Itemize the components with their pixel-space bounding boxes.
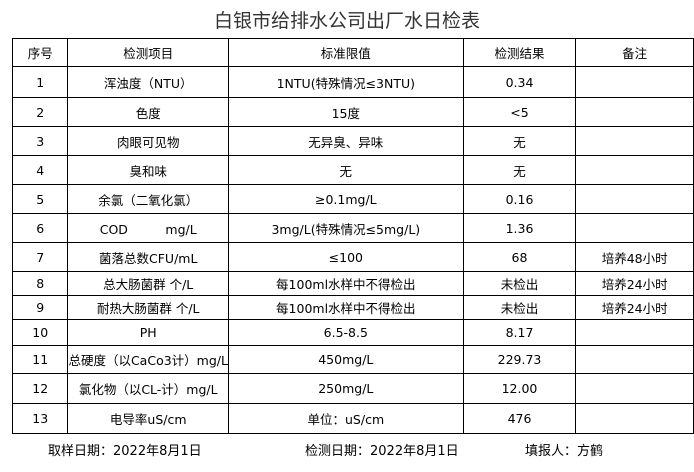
cell: 臭和味 xyxy=(67,155,229,185)
cell: 培养24小时 xyxy=(575,295,694,320)
cell: 培养24小时 xyxy=(575,271,694,296)
cell: 氯化物（以CL-计）mg/L xyxy=(67,373,229,404)
cell: 6.5-8.5 xyxy=(227,319,464,346)
cell: 5 xyxy=(11,184,69,214)
cell: 3 xyxy=(11,126,69,156)
inspection-table: 序号 检测项目 标准限值 检测结果 备注 1 浑浊度（NTU） 1NTU(特殊情况≤3NTU)… xyxy=(11,38,694,434)
cell: 1NTU(特殊情况≤3NTU) xyxy=(227,66,464,98)
cell: 6 xyxy=(11,213,69,243)
cell: 8 xyxy=(11,271,69,296)
cell: PH xyxy=(67,319,229,346)
cell xyxy=(575,126,694,156)
cell: 无 xyxy=(462,126,577,156)
cell: 1.36 xyxy=(462,213,577,243)
cell: 8.17 xyxy=(462,319,577,346)
sampling-date: 取样日期：2022年8月1日 xyxy=(48,444,202,459)
cell: 4 xyxy=(11,155,69,185)
cell: <5 xyxy=(462,97,577,127)
cell xyxy=(575,213,694,243)
cell: 培养48小时 xyxy=(575,242,694,272)
header-row: 序号 检测项目 标准限值 检测结果 备注 xyxy=(11,38,694,67)
cell: 12.00 xyxy=(462,373,577,404)
cell: 色度 xyxy=(67,97,229,127)
table-row: 3 肉眼可见物 无异臭、异味无 xyxy=(11,126,694,156)
table-row: 6 COD mg/L 3mg/L(特殊情况≤5mg/L) 1.36 xyxy=(11,213,694,243)
cell: 15度 xyxy=(227,97,464,127)
cell: 476 xyxy=(462,403,577,434)
cell: 1 xyxy=(11,66,69,98)
cell: 总大肠菌群 个/L xyxy=(67,271,229,296)
table-row: 11 总硬度（以CaCo3计）mg/L 450mg/L 229.73 xyxy=(11,345,694,374)
cell: 总硬度（以CaCo3计）mg/L xyxy=(67,345,229,374)
cell: 0.16 xyxy=(462,184,577,214)
table-row: 9 耐热大肠菌群 个/L 每100ml水样中不得检出 未检出 培养24小时 xyxy=(11,295,694,320)
cell: 未检出 xyxy=(462,295,577,320)
cell xyxy=(575,319,694,346)
reporter: 填报人：方鹤 xyxy=(525,444,604,459)
table-row: 10 PH 6.5-8.5 8.17 xyxy=(11,319,694,346)
cell: 标准限值 xyxy=(227,38,464,67)
cell: 3mg/L(特殊情况≤5mg/L) xyxy=(227,213,464,243)
cell xyxy=(575,345,694,374)
table-row: 1 浑浊度（NTU） 1NTU(特殊情况≤3NTU) 0.34 xyxy=(11,66,694,98)
cell: 13 xyxy=(11,403,69,434)
cell: 电导率uS/cm xyxy=(67,403,229,434)
cell: 耐热大肠菌群 个/L xyxy=(67,295,229,320)
cell xyxy=(575,184,694,214)
cell: 每100ml水样中不得检出 xyxy=(227,295,464,320)
cell: 浑浊度（NTU） xyxy=(67,66,229,98)
table-row: 2 色度 15度 <5 xyxy=(11,97,694,127)
table-row: 12 氯化物（以CL-计）mg/L 250mg/L 12.00 xyxy=(11,373,694,404)
table-row: 5 余氯（二氧化氯） ≥0.1mg/L 0.16 xyxy=(11,184,694,214)
table-row: 4 臭和味无无 xyxy=(11,155,694,185)
cell: 2 xyxy=(11,97,69,127)
cell xyxy=(575,66,694,98)
cell: 250mg/L xyxy=(227,373,464,404)
cell: 菌落总数CFU/mL xyxy=(67,242,229,272)
cell: 0.34 xyxy=(462,66,577,98)
cell: 检测项目 xyxy=(67,38,229,67)
cell: 450mg/L xyxy=(227,345,464,374)
cell xyxy=(575,97,694,127)
table-row: 8 总大肠菌群 个/L 每100ml水样中不得检出 未检出 培养24小时 xyxy=(11,271,694,296)
cell: 未检出 xyxy=(462,271,577,296)
table-row: 7 菌落总数CFU/mL ≤100 68 培养48小时 xyxy=(11,242,694,272)
cell: ≥0.1mg/L xyxy=(227,184,464,214)
cell xyxy=(575,403,694,434)
cell: 每100ml水样中不得检出 xyxy=(227,271,464,296)
cell: 68 xyxy=(462,242,577,272)
cell: 肉眼可见物 xyxy=(67,126,229,156)
cell: 229.73 xyxy=(462,345,577,374)
cell: 单位：uS/cm xyxy=(227,403,464,434)
title: 白银市给排水公司出厂水日检表 xyxy=(213,10,480,32)
cell: 7 xyxy=(11,242,69,272)
test-date: 检测日期：2022年8月1日 xyxy=(305,444,459,459)
cell: 检测结果 xyxy=(462,38,577,67)
cell: 余氯（二氧化氯） xyxy=(67,184,229,214)
table-row: 13 电导率uS/cm 单位：uS/cm 476 xyxy=(11,403,694,434)
cell xyxy=(575,373,694,404)
cell: 无 xyxy=(462,155,577,185)
cell: 12 xyxy=(11,373,69,404)
cell: COD mg/L xyxy=(67,213,229,243)
cell: 10 xyxy=(11,319,69,346)
cell xyxy=(575,155,694,185)
cell: ≤100 xyxy=(227,242,464,272)
cell: 序号 xyxy=(11,38,69,67)
cell: 无 xyxy=(227,155,464,185)
cell: 无异臭、异味 xyxy=(227,126,464,156)
cell: 备注 xyxy=(575,38,694,67)
cell: 11 xyxy=(11,345,69,374)
cell: 9 xyxy=(11,295,69,320)
